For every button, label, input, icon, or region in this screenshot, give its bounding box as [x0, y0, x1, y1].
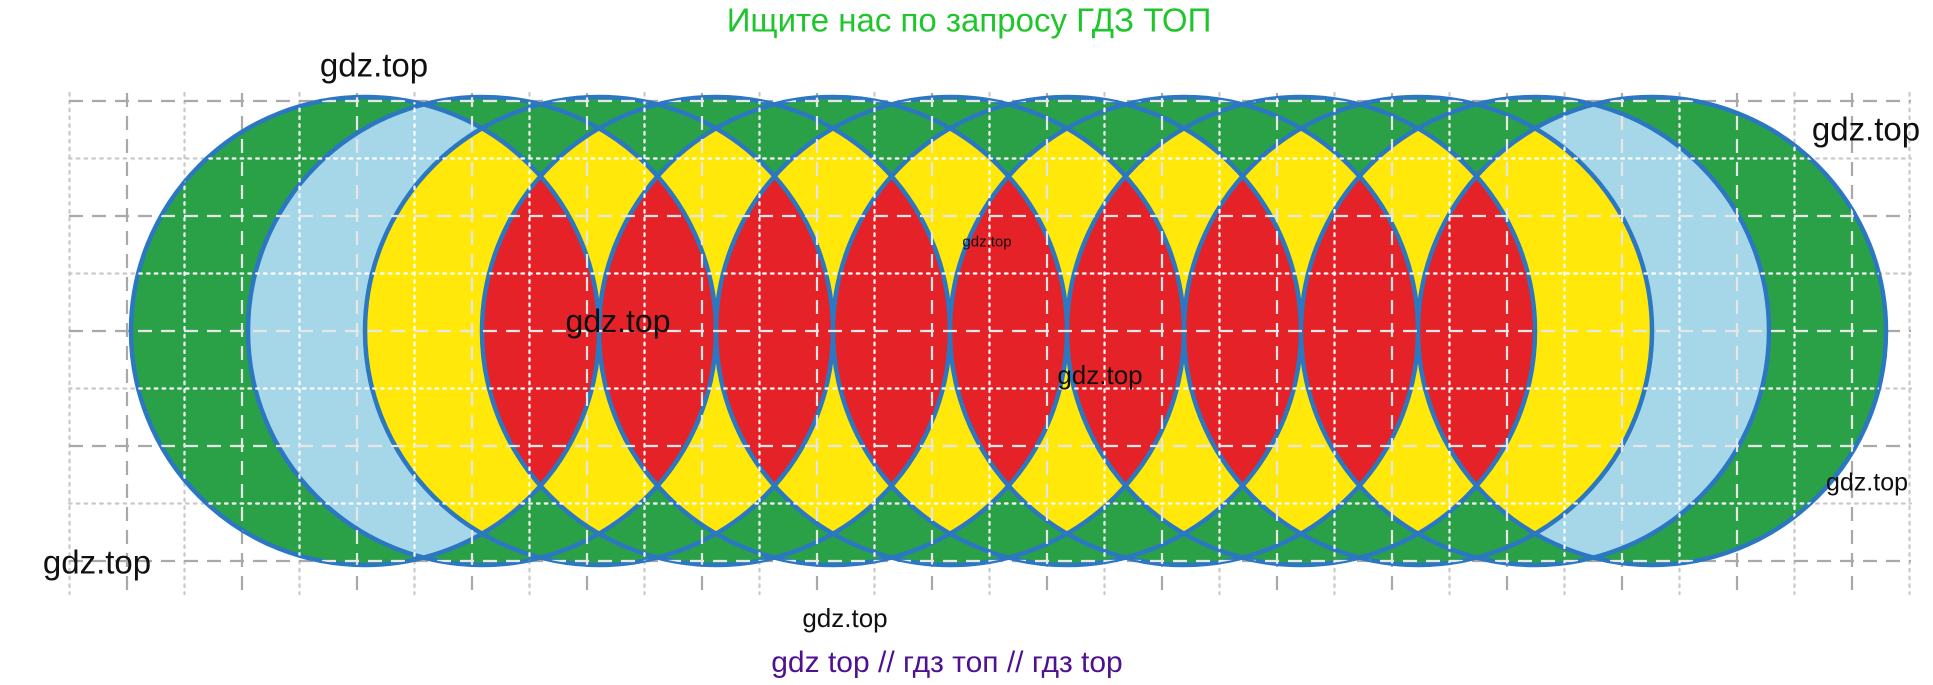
watermark-text: gdz.top: [1811, 110, 1921, 148]
grid-inside: [131, 97, 1886, 565]
top-bottom-green-quads: [482, 104, 1535, 558]
watermark-text: gdz.top: [319, 46, 429, 84]
watermark-text: gdz.top: [962, 233, 1012, 251]
footer-caption: gdz top // гдз топ // гдз top: [771, 646, 1123, 679]
watermark-text: gdz.top: [565, 303, 671, 339]
watermark-text: gdz.top: [802, 603, 888, 633]
watermark-text: gdz.top: [42, 543, 152, 581]
watermark-text: gdz.top: [1825, 468, 1909, 497]
page-title: Ищите нас по запросу ГДЗ ТОП: [726, 1, 1212, 39]
watermark-text: gdz.top: [1057, 360, 1143, 390]
